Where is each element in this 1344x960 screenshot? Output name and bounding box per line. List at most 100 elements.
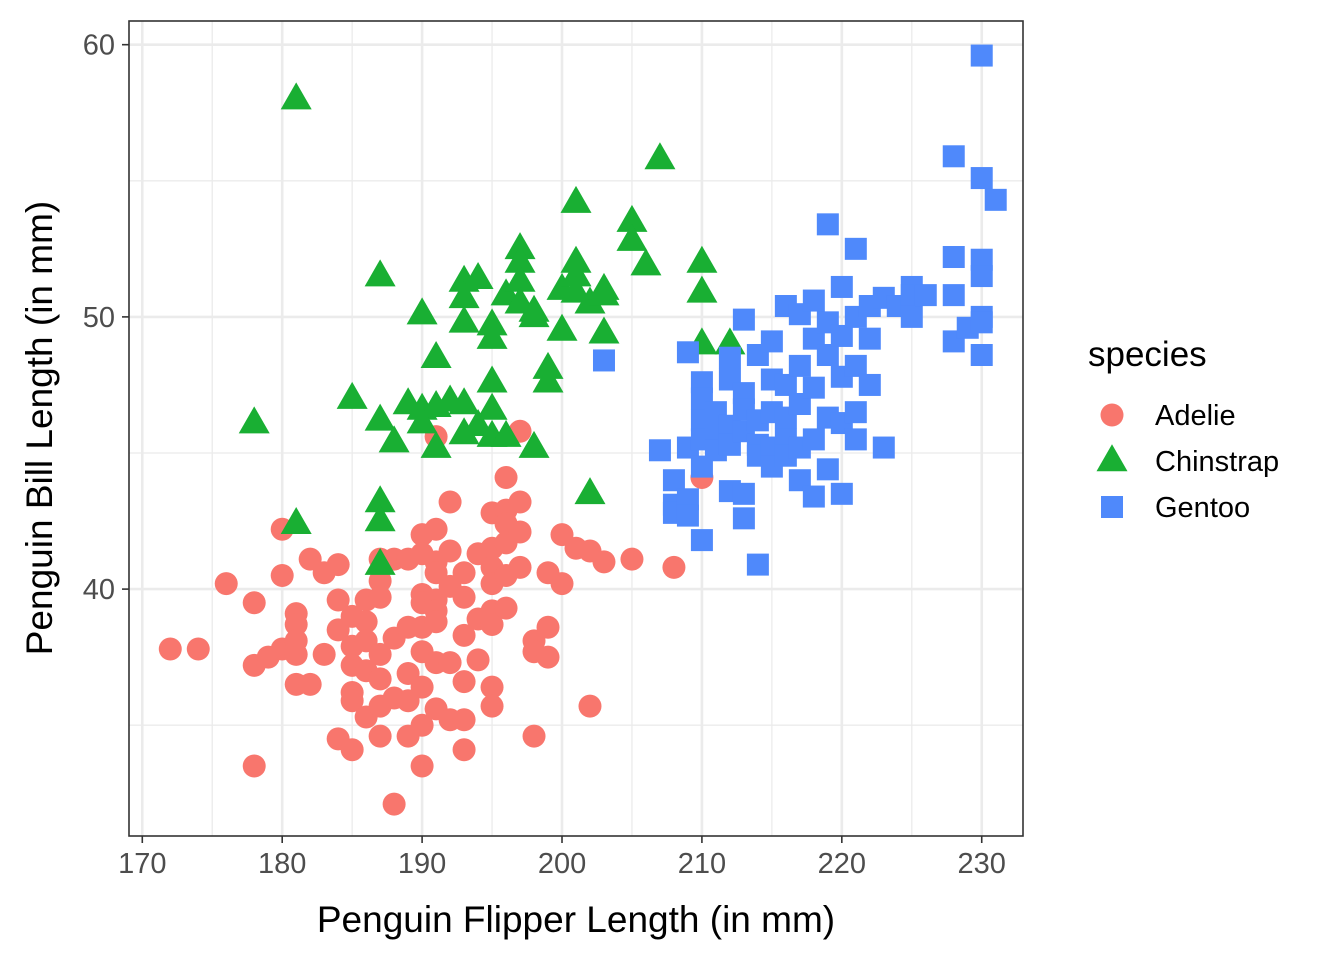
data-point-chinstrap [546, 313, 578, 341]
data-point-adelie [452, 585, 476, 609]
data-point-gentoo [746, 553, 769, 576]
data-point-adelie [340, 738, 364, 762]
data-point-gentoo [830, 275, 853, 298]
data-point-gentoo [914, 284, 937, 307]
data-point-chinstrap [364, 259, 396, 287]
data-point-gentoo [872, 436, 895, 459]
data-point-adelie [494, 465, 518, 489]
legend-label-chinstrap: Chinstrap [1155, 446, 1279, 478]
data-point-gentoo [816, 458, 839, 481]
data-point-gentoo [970, 311, 993, 334]
data-point-adelie [452, 561, 476, 585]
data-point-chinstrap [588, 278, 620, 306]
data-point-gentoo [844, 401, 867, 424]
data-point-gentoo [970, 44, 993, 67]
data-point-chinstrap [686, 275, 718, 303]
data-point-gentoo [858, 373, 881, 396]
data-point-adelie [424, 517, 448, 541]
data-point-chinstrap [364, 403, 396, 431]
series-adelie [158, 419, 714, 816]
data-point-chinstrap [378, 425, 410, 453]
data-point-adelie [158, 637, 182, 661]
data-point-chinstrap [630, 248, 662, 276]
data-point-gentoo [662, 469, 685, 492]
data-point-chinstrap [560, 185, 592, 213]
data-point-adelie [284, 642, 308, 666]
data-points [158, 44, 1007, 816]
y-tick-label: 40 [83, 574, 115, 606]
data-point-adelie [242, 591, 266, 615]
data-point-chinstrap [462, 262, 494, 290]
data-point-gentoo [732, 308, 755, 331]
data-point-gentoo [970, 344, 993, 367]
data-point-adelie [508, 555, 532, 579]
data-point-adelie [298, 672, 322, 696]
data-point-chinstrap [504, 245, 536, 273]
data-point-adelie [326, 553, 350, 577]
data-point-chinstrap [364, 485, 396, 513]
data-point-adelie [410, 675, 434, 699]
data-point-gentoo [802, 485, 825, 508]
data-point-gentoo [802, 376, 825, 399]
x-tick-label: 200 [538, 848, 586, 880]
data-point-adelie [368, 724, 392, 748]
data-point-adelie [242, 754, 266, 778]
data-point-chinstrap [406, 406, 438, 434]
legend-key-adelie [1100, 403, 1124, 427]
data-point-chinstrap [476, 308, 508, 336]
data-point-gentoo [760, 330, 783, 353]
data-point-gentoo [592, 349, 615, 372]
data-point-chinstrap [644, 142, 676, 170]
data-point-chinstrap [462, 409, 494, 437]
data-point-adelie [620, 547, 644, 571]
legend-key-gentoo [1101, 496, 1123, 518]
data-point-gentoo [802, 289, 825, 312]
data-point-chinstrap [560, 275, 592, 303]
data-point-chinstrap [504, 232, 536, 260]
data-point-gentoo [970, 167, 993, 190]
data-point-chinstrap [490, 419, 522, 447]
y-axis-title: Penguin Bill Length (in mm) [19, 201, 60, 656]
legend-label-adelie: Adelie [1155, 400, 1236, 432]
data-point-adelie [340, 689, 364, 713]
data-point-adelie [326, 588, 350, 612]
data-point-gentoo [774, 373, 797, 396]
legend-item-chinstrap: Chinstrap [1096, 444, 1279, 478]
data-point-adelie [410, 713, 434, 737]
data-point-gentoo [816, 213, 839, 236]
data-point-chinstrap [448, 305, 480, 333]
data-point-adelie [536, 615, 560, 639]
data-point-adelie [368, 642, 392, 666]
data-point-adelie [480, 612, 504, 636]
data-point-gentoo [844, 237, 867, 260]
data-point-adelie [438, 651, 462, 675]
data-point-chinstrap [560, 259, 592, 287]
data-point-adelie [368, 569, 392, 593]
data-point-adelie [452, 708, 476, 732]
y-tick-label: 60 [83, 30, 115, 62]
data-point-chinstrap [476, 365, 508, 393]
data-point-adelie [522, 724, 546, 748]
data-point-gentoo [830, 482, 853, 505]
data-point-adelie [368, 667, 392, 691]
data-point-gentoo [690, 529, 713, 552]
data-point-gentoo [676, 504, 699, 527]
data-point-chinstrap [476, 392, 508, 420]
series-chinstrap [238, 82, 746, 575]
data-point-adelie [480, 694, 504, 718]
data-point-gentoo [830, 324, 853, 347]
data-point-chinstrap [616, 223, 648, 251]
data-point-adelie [186, 637, 210, 661]
data-point-adelie [592, 550, 616, 574]
data-point-gentoo [718, 346, 741, 369]
data-point-adelie [438, 490, 462, 514]
data-point-adelie [284, 612, 308, 636]
data-point-adelie [452, 738, 476, 762]
data-point-gentoo [676, 341, 699, 364]
data-point-adelie [466, 648, 490, 672]
x-tick-label: 170 [118, 848, 166, 880]
data-point-chinstrap [574, 477, 606, 505]
data-point-chinstrap [448, 281, 480, 309]
data-point-chinstrap [238, 406, 270, 434]
panel-border [128, 20, 1024, 837]
